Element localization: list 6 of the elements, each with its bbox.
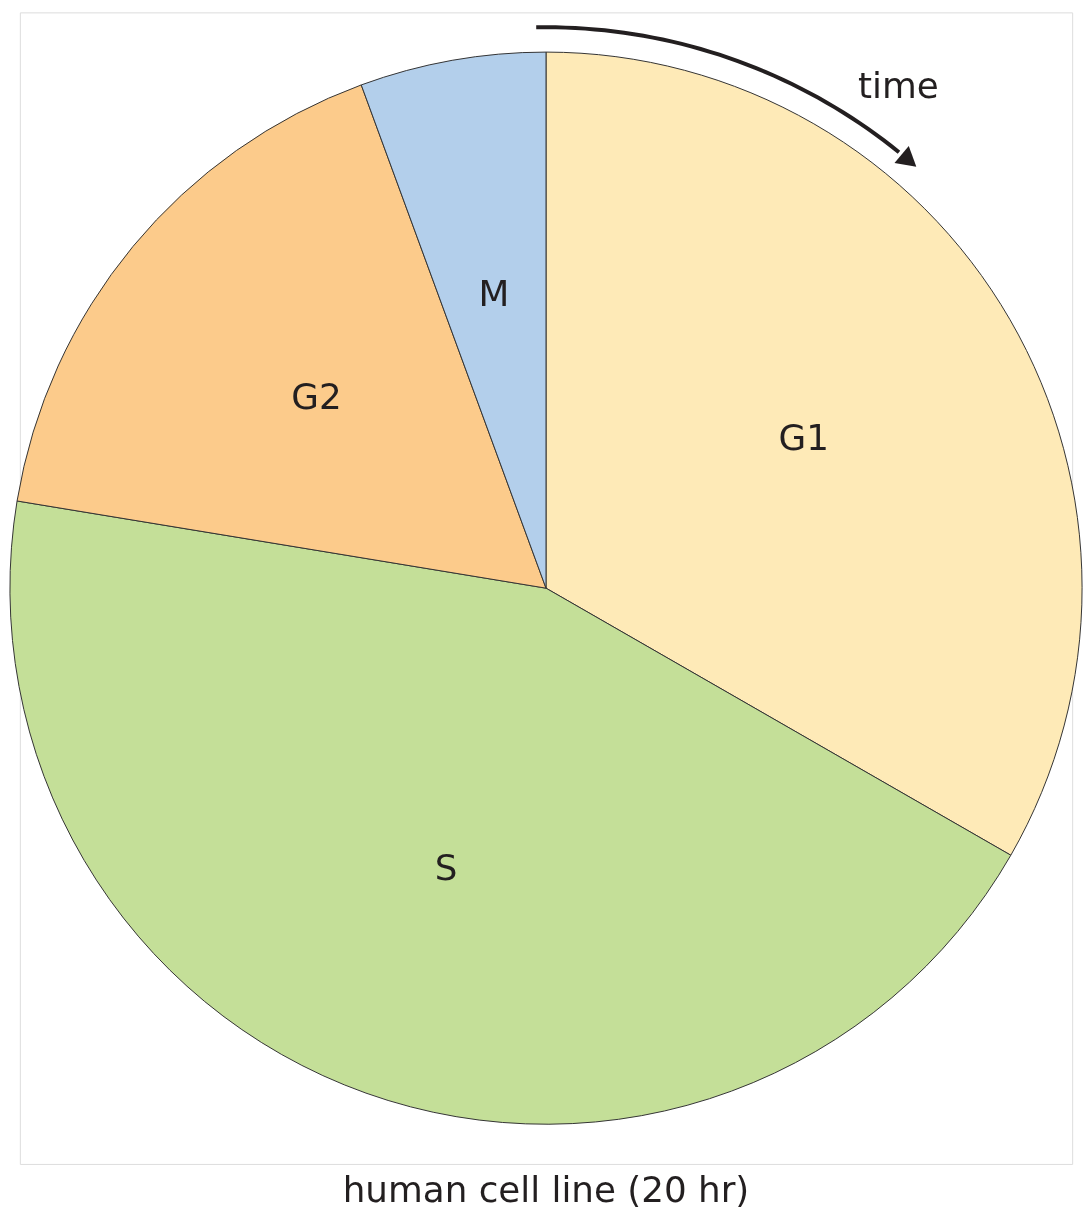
slice-label: G2	[291, 376, 342, 418]
text: time	[858, 64, 939, 106]
slice-label: G1	[778, 416, 829, 458]
text: human cell line (20 hr)	[342, 1168, 750, 1210]
slice-label: S	[434, 846, 458, 888]
slice-label: M	[478, 272, 510, 314]
